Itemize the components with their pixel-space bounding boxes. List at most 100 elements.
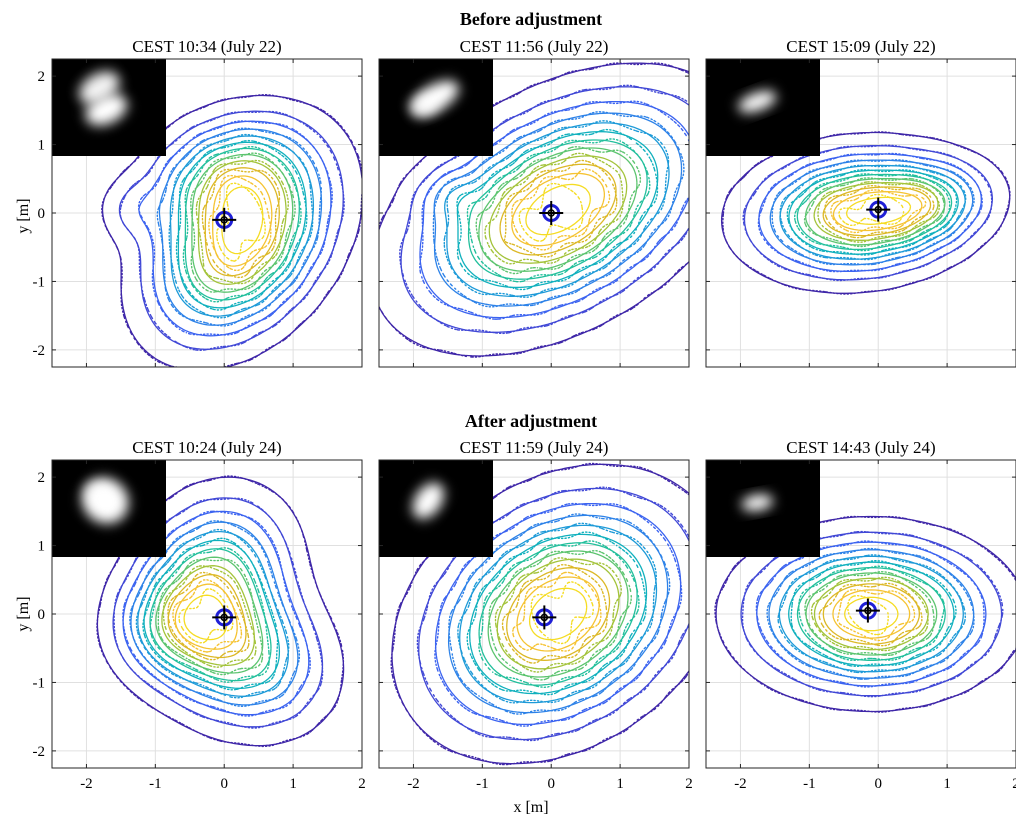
contour-group (390, 462, 689, 766)
target-center (220, 216, 228, 224)
contour-level-12 (843, 596, 899, 632)
contour-dotted-level-12 (518, 182, 584, 242)
x-tick-label: -2 (80, 776, 93, 792)
contour-dotted-level-8 (157, 558, 264, 676)
contour-dotted-level-10 (503, 159, 618, 258)
contour-level-8 (155, 556, 264, 674)
contour-dotted-level-1 (722, 131, 1011, 295)
contour-dotted-level-5 (457, 522, 657, 704)
contour-level-9 (161, 565, 256, 666)
contour-level-11 (511, 172, 606, 247)
contour-dotted-level-6 (142, 537, 279, 691)
y-tick-label: -2 (33, 744, 46, 760)
inset-camera-image (706, 59, 820, 156)
contour-dotted-level-4 (766, 547, 975, 680)
contour-dotted-level-4 (156, 127, 322, 327)
inset-camera-image (706, 460, 820, 557)
x-axis-label: x [m] (513, 799, 548, 816)
panel-title: CEST 11:56 (July 22) (460, 37, 609, 56)
x-tick-label: 2 (685, 776, 693, 792)
contour-group (720, 131, 1011, 295)
contour-level-9 (813, 577, 929, 651)
y-tick-label: -1 (33, 675, 46, 691)
contour-dotted-level-7 (794, 173, 951, 252)
y-axis-label-top: y [m] (15, 198, 32, 233)
x-tick-label: -1 (476, 776, 489, 792)
contour-dotted-level-6 (786, 169, 958, 256)
contour-dotted-level-7 (149, 547, 270, 683)
contour-dotted-level-7 (182, 146, 302, 303)
contour-dotted-level-8 (488, 550, 632, 681)
x-tick-label: -1 (803, 776, 816, 792)
contour-dotted-level-9 (817, 181, 941, 243)
camera-spot (85, 482, 110, 503)
y-tick-label: 2 (38, 69, 46, 85)
contour-dotted-level-11 (511, 168, 611, 251)
panel-6: CEST 14:43 (July 24) -2 -1 0 1 2 (705, 438, 1016, 792)
panel-4: CEST 10:24 (July 24) -2 -1 0 1 2 -2 -1 0 1 2 (33, 438, 366, 792)
contour-level-4 (768, 549, 975, 679)
panel-title: CEST 15:09 (July 22) (786, 37, 935, 56)
x-tick-label: 0 (220, 776, 228, 792)
contour-dotted-level-9 (195, 159, 289, 285)
contour-level-12 (183, 594, 228, 641)
contour-dotted-level-12 (838, 193, 905, 226)
contour-dotted-level-9 (484, 152, 624, 265)
y-tick-label: 1 (38, 539, 46, 555)
camera-spot (410, 95, 438, 117)
y-tick-label: -1 (33, 274, 46, 290)
contour-dotted-level-3 (137, 120, 333, 336)
contour-dotted-level-2 (113, 497, 324, 729)
contour-level-6 (788, 561, 955, 667)
contour-dotted-level-1 (96, 475, 345, 748)
contour-dotted-level-7 (478, 540, 640, 688)
target-center (540, 613, 549, 622)
contour-dotted-level-8 (475, 146, 642, 275)
camera-spot (741, 494, 774, 512)
target-marker (539, 201, 564, 225)
x-tick-label: 0 (547, 776, 555, 792)
contour-group (96, 475, 345, 748)
y-tick-label: 1 (38, 138, 46, 154)
inset-camera-image (379, 460, 493, 557)
panel-1: CEST 10:34 (July 22) -2 -1 0 1 2 (33, 37, 363, 368)
contour-dotted-level-10 (201, 168, 281, 279)
contour-group (101, 94, 362, 367)
contour-level-11 (516, 576, 600, 652)
target-marker (866, 197, 891, 222)
camera-spot (738, 90, 777, 113)
contour-dotted-level-11 (830, 189, 927, 234)
panel-title: CEST 10:24 (July 24) (132, 438, 281, 457)
contour-dotted-level-5 (443, 120, 670, 298)
contour-dotted-level-8 (804, 571, 935, 656)
contour-level-11 (832, 191, 923, 232)
contour-dotted-level-1 (390, 462, 689, 766)
x-tick-label: -2 (734, 776, 747, 792)
contour-dotted-level-5 (777, 554, 966, 674)
y-axis-label-bottom: y [m] (15, 596, 32, 631)
contour-dotted-level-12 (178, 588, 234, 644)
x-tick-label: 1 (289, 776, 297, 792)
contour-dotted-level-4 (448, 513, 671, 715)
contour-dotted-level-12 (530, 581, 594, 645)
x-tick-label: 2 (358, 776, 366, 792)
target-marker (212, 207, 237, 232)
contour-dotted-level-3 (757, 152, 983, 273)
contour-dotted-level-9 (494, 557, 622, 673)
contour-dotted-level-4 (129, 520, 301, 707)
row-title-after: After adjustment (465, 411, 597, 431)
panel-5: CEST 11:59 (July 24) -2 -1 0 1 2 (378, 438, 693, 792)
contour-dotted-level-6 (466, 531, 647, 696)
target-center (874, 205, 882, 214)
panel-title: CEST 10:34 (July 22) (132, 37, 281, 56)
contour-dotted-level-6 (456, 128, 659, 291)
inset-camera-image (52, 460, 166, 557)
target-center (220, 613, 228, 622)
panel-title: CEST 11:59 (July 24) (460, 438, 609, 457)
contour-dotted-level-5 (779, 164, 967, 261)
contour-dotted-level-5 (168, 133, 314, 319)
contour-dotted-level-10 (167, 571, 250, 661)
contour-dotted-level-3 (122, 510, 311, 717)
contour-dotted-level-12 (216, 182, 266, 262)
